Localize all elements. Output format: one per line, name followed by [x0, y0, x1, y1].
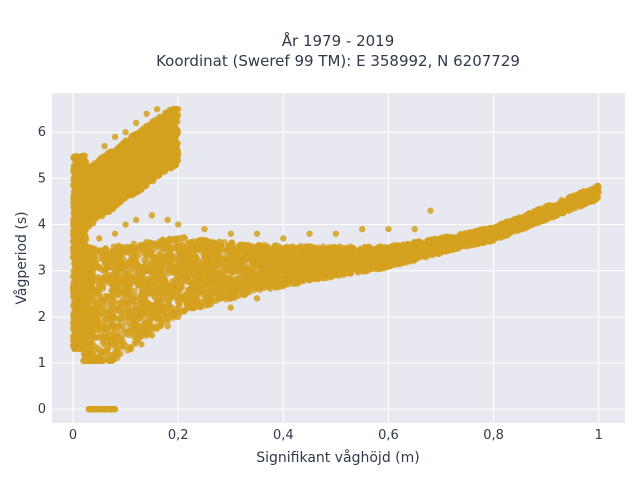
chart-title-line2: Koordinat (Sweref 99 TM): E 358992, N 62…: [156, 52, 520, 70]
data-point: [128, 163, 134, 169]
data-point: [71, 346, 77, 352]
data-point: [163, 134, 169, 140]
data-point: [75, 325, 81, 331]
data-point: [112, 199, 118, 205]
data-point: [132, 148, 138, 154]
data-point: [98, 197, 104, 203]
data-point: [167, 122, 173, 128]
data-point: [137, 146, 143, 152]
data-point: [117, 158, 123, 164]
data-point: [138, 185, 144, 191]
data-point: [168, 149, 174, 155]
data-point: [73, 279, 79, 285]
chart-title-line1: År 1979 - 2019: [282, 31, 395, 50]
data-point: [118, 187, 124, 193]
data-point: [155, 172, 161, 178]
data-point: [150, 118, 156, 124]
data-point: [88, 185, 94, 191]
data-point: [146, 165, 152, 171]
data-point: [72, 300, 78, 306]
data-point: [170, 161, 176, 167]
data-point: [157, 136, 163, 142]
data-point: [175, 112, 181, 118]
data-point: [106, 189, 112, 195]
data-point: [148, 154, 154, 160]
data-point: [105, 172, 111, 178]
data-point: [127, 190, 133, 196]
data-point: [70, 232, 76, 238]
data-point: [160, 145, 166, 151]
data-point: [105, 198, 111, 204]
data-point: [136, 135, 142, 141]
data-point: [75, 338, 81, 344]
data-point: [81, 213, 87, 219]
data-point: [125, 329, 131, 335]
data-point: [73, 215, 79, 221]
data-point: [174, 118, 180, 124]
data-point: [142, 140, 148, 146]
data-point: [124, 184, 130, 190]
data-point: [106, 166, 112, 172]
data-point: [71, 251, 77, 257]
data-point: [110, 204, 116, 210]
data-point: [152, 164, 158, 170]
data-point: [136, 170, 142, 176]
data-point: [75, 164, 81, 170]
data-point: [158, 160, 164, 166]
data-point: [140, 159, 146, 165]
data-point: [151, 131, 157, 137]
data-point: [90, 220, 96, 226]
data-point: [83, 224, 89, 230]
data-point: [171, 106, 177, 112]
data-point: [94, 213, 100, 219]
